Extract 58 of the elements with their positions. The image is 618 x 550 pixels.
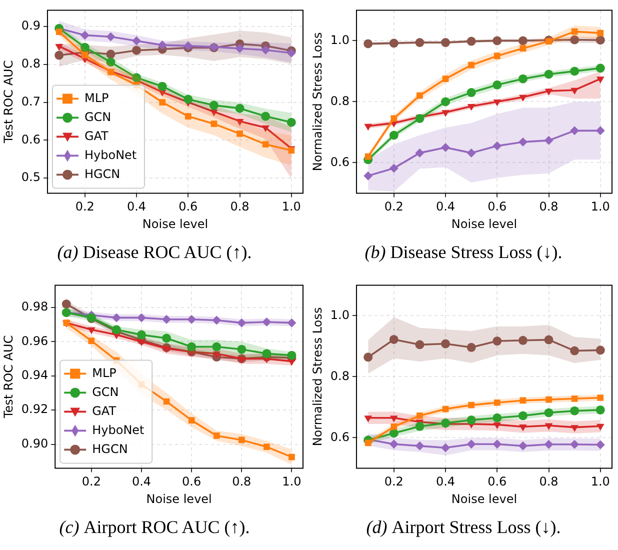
text: (c) Airport ROC AUC (↑).	[59, 517, 250, 537]
x-tick-label: 1.0	[590, 200, 610, 214]
x-tick-label: 0.8	[539, 474, 558, 489]
y-tick-label: 0.94	[21, 368, 48, 382]
y-tick-label: 0.8	[330, 368, 350, 383]
text: (d) Airport Stress Loss (↓).	[366, 517, 561, 537]
x-axis-title: Noise level	[451, 492, 518, 506]
y-tick-label: 0.8	[330, 94, 350, 108]
x-tick-label: 0.2	[384, 200, 404, 214]
legend-label: GAT	[84, 128, 110, 143]
y-tick-label: 0.6	[330, 154, 350, 169]
text: (a) Disease ROC AUC (↑).	[57, 242, 252, 262]
x-tick-label: 1.0	[282, 474, 302, 489]
legend-label: GCN	[84, 110, 112, 124]
text: (b) Disease Stress Loss (↓).	[364, 242, 562, 262]
legend-label: GCN	[92, 384, 119, 399]
x-axis-title: Noise level	[451, 216, 518, 231]
y-tick-label: 0.7	[21, 94, 40, 108]
x-tick-label: 0.2	[82, 474, 101, 489]
legend-label: MLP	[84, 90, 109, 105]
y-axis-title: Test ROC AUC	[1, 335, 16, 420]
x-tick-label: 0.4	[126, 200, 146, 214]
x-tick-label: 0.4	[132, 474, 152, 489]
x-axis-title: Noise level	[146, 492, 212, 506]
x-tick-label: 0.4	[436, 474, 456, 489]
y-axis-title: Test ROC AUC	[1, 60, 16, 144]
legend-label: HGCN	[92, 442, 128, 456]
legend-label: HyboNet	[84, 148, 137, 162]
legend-label: MLP	[92, 366, 116, 380]
x-tick-label: 0.2	[384, 474, 404, 489]
y-tick-label: 0.6	[21, 132, 40, 146]
y-tick-label: 1.0	[330, 32, 350, 47]
y-axis-title: Normalized Stress Loss	[310, 32, 324, 172]
y-tick-label: 0.92	[21, 402, 48, 416]
x-tick-label: 0.8	[230, 200, 250, 214]
x-tick-label: 1.0	[590, 474, 610, 489]
legend-label: GAT	[92, 404, 117, 418]
x-tick-label: 0.8	[232, 474, 252, 489]
x-tick-label: 0.6	[488, 474, 507, 489]
x-tick-label: 0.6	[182, 474, 202, 489]
x-tick-label: 0.6	[488, 200, 507, 214]
legend-label: HyboNet	[92, 422, 145, 437]
y-tick-label: 0.96	[21, 334, 48, 348]
y-tick-label: 0.90	[21, 436, 48, 450]
y-tick-label: 0.8	[21, 56, 40, 71]
y-tick-label: 0.5	[21, 170, 40, 184]
y-tick-label: 0.9	[21, 18, 40, 33]
x-tick-label: 0.2	[75, 200, 94, 214]
legend-label: HGCN	[84, 166, 120, 181]
y-tick-label: 1.0	[330, 308, 350, 322]
x-tick-label: 0.6	[178, 200, 198, 214]
y-axis-title: Normalized Stress Loss	[310, 307, 324, 446]
y-tick-label: 0.6	[330, 430, 350, 444]
x-tick-label: 0.4	[436, 200, 456, 214]
y-tick-label: 0.98	[21, 300, 48, 314]
x-axis-title: Noise level	[142, 216, 208, 231]
x-tick-label: 1.0	[282, 200, 301, 214]
x-tick-label: 0.8	[539, 200, 558, 214]
